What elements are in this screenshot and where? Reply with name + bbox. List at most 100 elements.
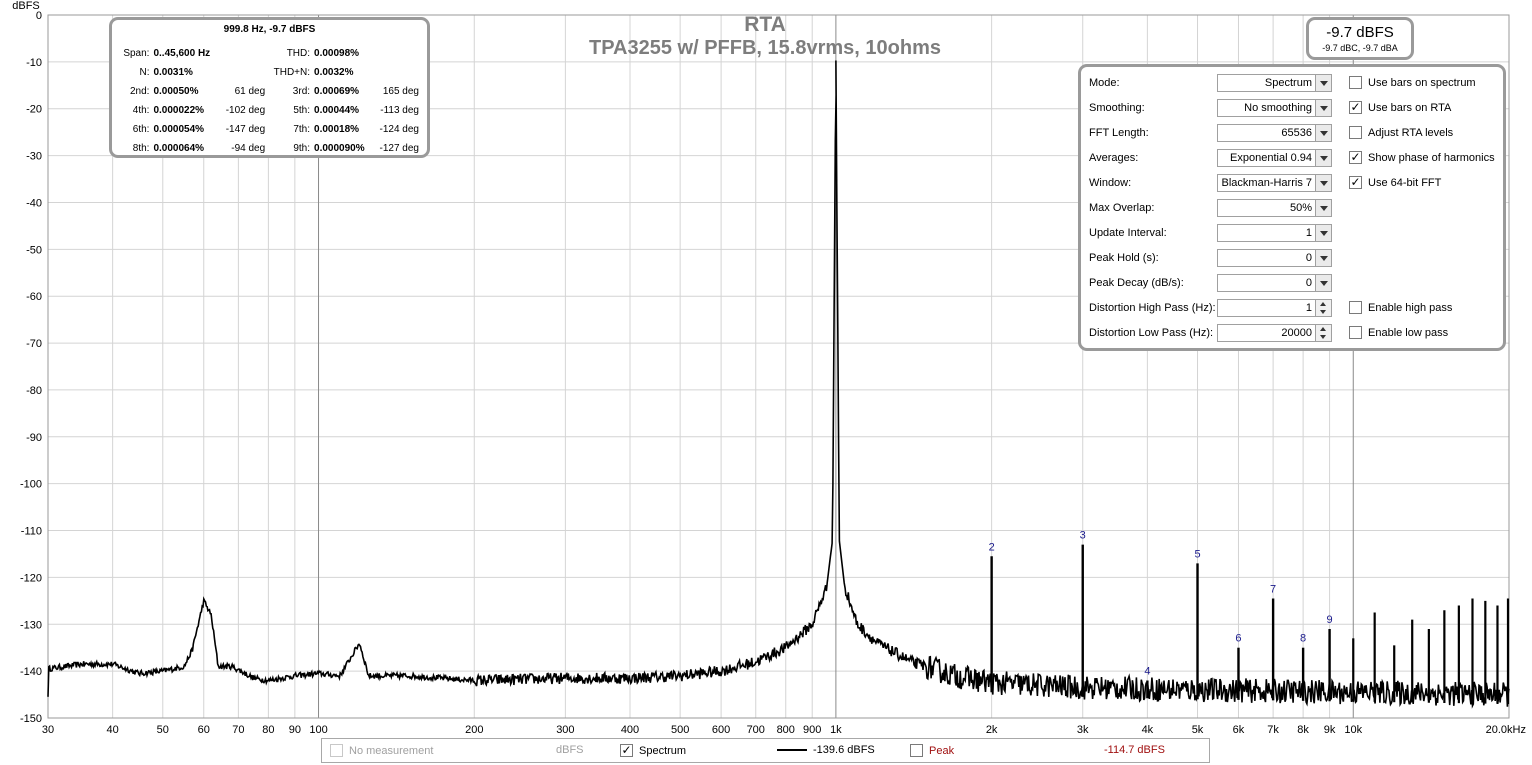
x-tick-label: 600 [712,724,730,736]
peak-value: -114.7 dBFS [1104,744,1165,756]
legend-no-measurement[interactable]: No measurement [330,744,433,757]
stats-v2: 0.00069% [314,86,360,97]
stats-k2: THD: [286,48,311,59]
control-row: Distortion High Pass (Hz): 1 [1089,298,1332,317]
chevron-down-icon[interactable] [1315,149,1331,166]
peak-checkbox[interactable] [910,744,923,757]
checkbox-option[interactable]: Adjust RTA levels [1349,123,1453,142]
spin-input[interactable]: 1 [1217,298,1332,317]
dropdown-select[interactable]: 50% [1217,198,1332,217]
control-label: Averages: [1089,151,1139,164]
stats-row: Span: 0..45,600 Hz THD: 0.00098% [118,44,421,63]
control-row: Smoothing: No smoothing [1089,98,1332,117]
control-value: Spectrum [1264,76,1312,89]
chevron-down-icon[interactable] [1315,249,1331,266]
y-tick-label: -60 [26,291,42,303]
spectrum-line-icon [777,749,807,751]
spin-input[interactable]: 20000 [1217,323,1332,342]
dropdown-select[interactable]: No smoothing [1217,98,1332,117]
dropdown-select[interactable]: Exponential 0.94 [1217,148,1332,167]
stats-v2: 0.000090% [314,143,365,154]
y-tick-label: -50 [26,244,42,256]
y-tick-label: -40 [26,197,42,209]
peak-label: Peak [929,744,955,757]
harmonic-labels: 2 3 4 5 6 7 8 9 [989,530,1333,678]
control-value: Exponential 0.94 [1230,151,1312,164]
control-label: FFT Length: [1089,126,1149,139]
chevron-down-icon[interactable] [1315,274,1331,291]
control-row: Distortion Low Pass (Hz): 20000 [1089,323,1332,342]
x-tick-label: 3k [1077,724,1089,736]
harmonic-label: 9 [1327,614,1333,626]
dropdown-select[interactable]: 0 [1217,248,1332,267]
checkbox[interactable] [1349,326,1362,339]
checkbox-option[interactable]: ✓ Use bars on RTA [1349,98,1451,117]
spectrum-legend-swatch: -139.6 dBFS [777,744,875,756]
checkbox-label: Adjust RTA levels [1368,126,1454,139]
dropdown-select[interactable]: 1 [1217,223,1332,242]
control-value: 20000 [1281,326,1312,339]
stats-p1 [219,44,267,63]
control-row: Max Overlap: 50% [1089,198,1332,217]
control-row: Mode: Spectrum [1089,73,1332,92]
chevron-down-icon[interactable] [1315,74,1331,91]
dropdown-select[interactable]: 65536 [1217,123,1332,142]
stats-p2 [373,44,421,63]
stats-v1: 0.0031% [153,67,193,78]
x-tick-label: 4k [1142,724,1154,736]
spectrum-value: -139.6 dBFS [813,744,875,756]
control-row: Averages: Exponential 0.94 [1089,148,1332,167]
chevron-down-icon[interactable] [1315,99,1331,116]
checkbox-option[interactable]: Use bars on spectrum [1349,73,1476,92]
y-tick-label: -130 [20,619,42,631]
stats-v2: 0.00044% [314,105,360,116]
legend-peak[interactable]: Peak [910,744,954,757]
spinner-arrows-icon[interactable] [1315,299,1331,316]
checkbox[interactable]: ✓ [1349,175,1362,189]
stats-p1: -94 deg [231,143,266,154]
checkbox-option[interactable]: Enable high pass [1349,298,1452,317]
rta-controls-panel: Mode: Spectrum Smoothing: No smoothing FFT L… [1078,64,1506,351]
checkbox-option[interactable]: Enable low pass [1349,323,1448,342]
control-row: Update Interval: 1 [1089,223,1332,242]
spectrum-checkbox[interactable]: ✓ [620,743,633,757]
no-measurement-label: No measurement [349,744,434,757]
level-main: -9.7 dBFS [1326,24,1394,41]
checkbox-label: Show phase of harmonics [1368,151,1495,164]
chart-title: RTA [744,13,786,36]
stats-k2: 5th: [293,105,311,116]
dropdown-select[interactable]: 0 [1217,273,1332,292]
stats-p2: -113 deg [380,105,419,116]
checkbox[interactable] [1349,126,1362,139]
stats-p2: -124 deg [379,124,419,135]
chevron-down-icon[interactable] [1315,224,1331,241]
checkbox[interactable]: ✓ [1349,150,1362,164]
checkbox-option[interactable]: ✓ Show phase of harmonics [1349,148,1495,167]
chevron-down-icon[interactable] [1315,174,1331,191]
x-tick-label: 6k [1233,724,1245,736]
x-tick-label: 30 [42,724,54,736]
checkbox[interactable] [1349,301,1362,314]
chevron-down-icon[interactable] [1315,199,1331,216]
x-tick-label: 700 [747,724,765,736]
dropdown-select[interactable]: Blackman-Harris 7 [1217,173,1332,192]
control-value: 1 [1305,301,1312,314]
dropdown-select[interactable]: Spectrum [1217,73,1332,92]
stats-p1: -147 deg [225,124,266,135]
checkbox[interactable] [1349,76,1362,89]
chevron-down-icon[interactable] [1315,124,1331,141]
no-measurement-checkbox[interactable] [330,744,343,757]
level-readout-panel: -9.7 dBFS -9.7 dBC, -9.7 dBA [1306,17,1414,60]
spinner-arrows-icon[interactable] [1315,324,1331,341]
checkbox-option[interactable]: ✓ Use 64-bit FFT [1349,173,1441,192]
x-tick-label: 800 [777,724,795,736]
spectrum-trace [47,60,1510,709]
stats-k1: 2nd: [130,86,150,97]
checkbox[interactable]: ✓ [1349,100,1362,114]
legend-spectrum[interactable]: ✓ Spectrum [620,744,686,757]
x-tick-label: 20.0kHz [1486,724,1526,736]
stats-row: 4th: 0.000022% -102 deg 5th: 0.00044% -113 de… [118,101,421,120]
y-tick-label: -70 [26,338,42,350]
x-tick-label: 90 [289,724,301,736]
